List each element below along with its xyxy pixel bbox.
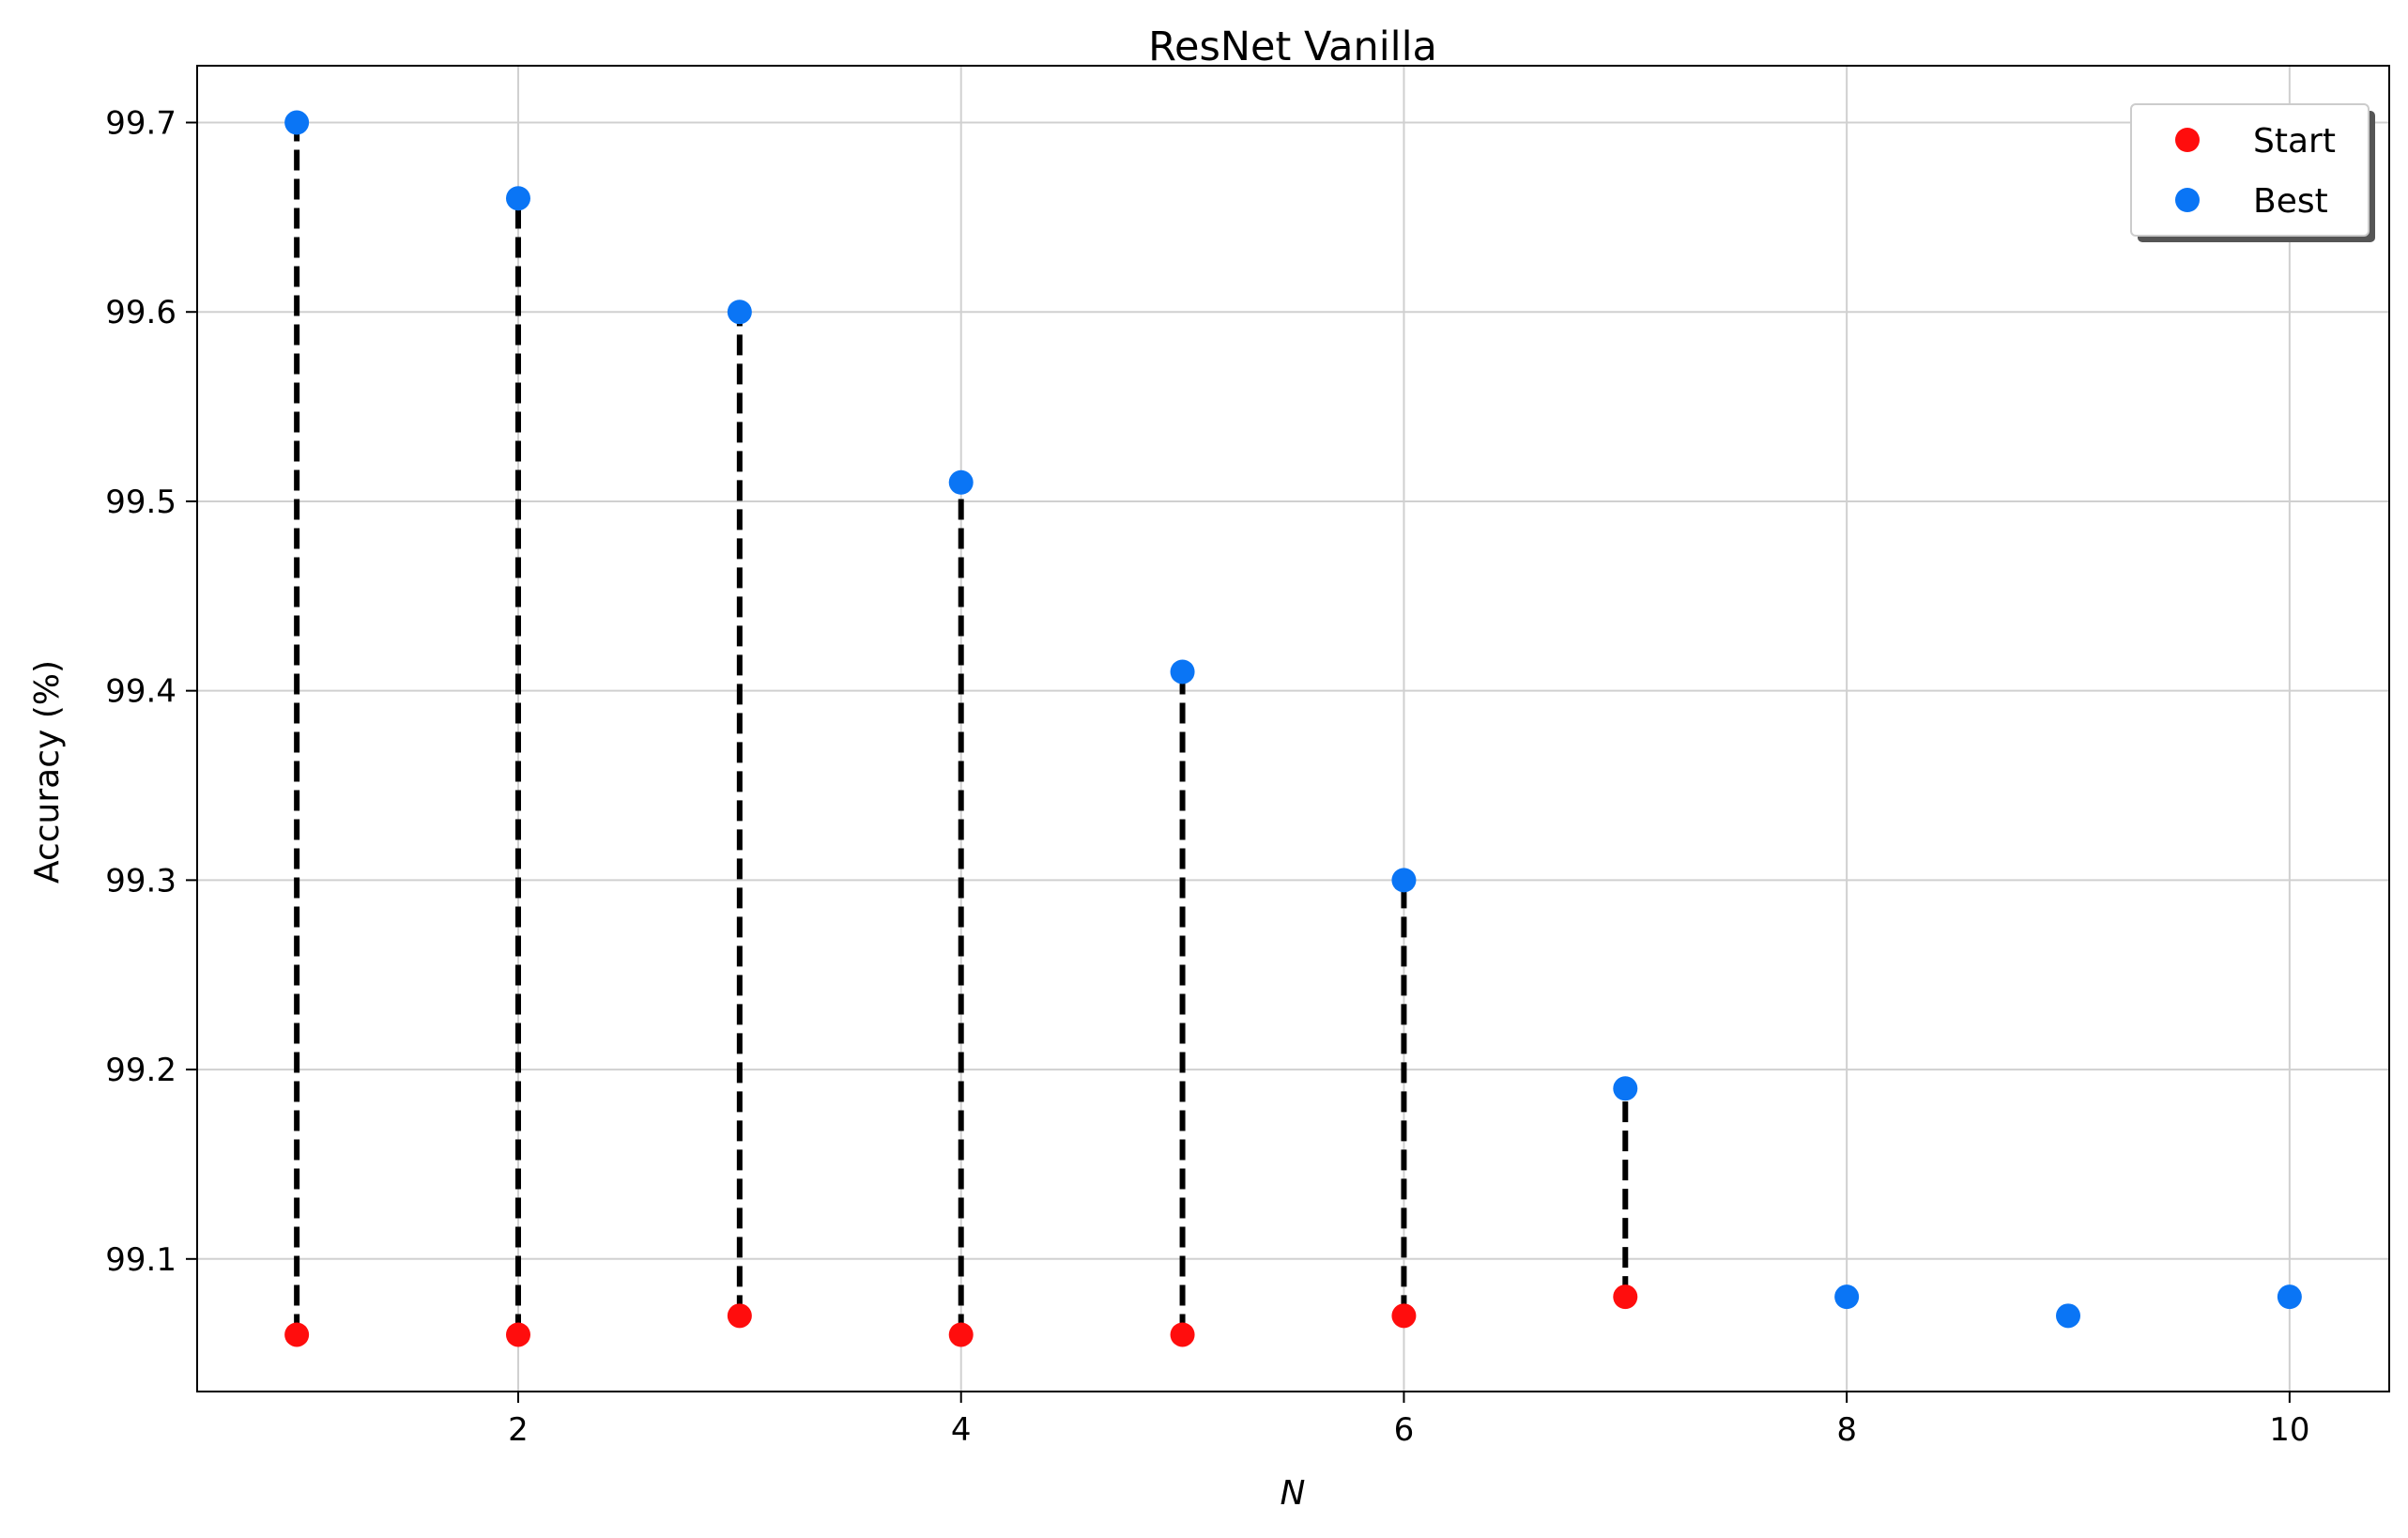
point-start [727,1303,752,1329]
point-best [1170,659,1195,684]
y-tick-label: 99.1 [105,1241,176,1279]
x-tick-label: 10 [2269,1411,2309,1449]
point-start [1170,1322,1195,1347]
legend-marker-best [2175,188,2200,212]
y-tick-label: 99.4 [105,673,176,711]
point-best [505,186,530,211]
point-start [1613,1284,1638,1310]
plot-frame [196,65,2390,1392]
point-start [284,1322,310,1347]
point-start [505,1322,530,1347]
x-axis-label: N [1281,1474,1306,1513]
point-best [1613,1076,1638,1101]
x-tick-label: 6 [1394,1411,1415,1449]
data-points [284,110,2302,1347]
y-tick-label: 99.3 [105,862,176,900]
x-tick-label: 4 [951,1411,972,1449]
y-axis-label: Accuracy (%) [28,660,67,884]
point-best [2277,1284,2302,1310]
point-best [1391,868,1417,893]
x-tick-label: 2 [508,1411,529,1449]
point-best [727,300,752,325]
point-best [948,469,974,495]
point-start [948,1322,974,1347]
x-tick-label: 8 [1836,1411,1857,1449]
legend-marker-start [2175,128,2200,152]
connectors [294,122,1629,1335]
point-start [1391,1303,1417,1329]
point-best [1834,1284,1860,1310]
legend-label-best: Best [2253,182,2328,221]
point-best [284,110,310,135]
grid [197,66,2389,1392]
y-tick-label: 99.6 [105,294,176,331]
legend: Start Best [2130,103,2375,242]
ticks: 2 4 6 8 10 99.1 99.2 99.3 99.4 99.5 99.6 99.7 [105,105,2309,1449]
chart-title: ResNet Vanilla [1148,23,1437,70]
y-tick-label: 99.5 [105,484,176,521]
y-tick-label: 99.7 [105,105,176,143]
point-best [2056,1303,2081,1329]
y-tick-label: 99.2 [105,1052,176,1089]
legend-label-start: Start [2253,122,2336,161]
